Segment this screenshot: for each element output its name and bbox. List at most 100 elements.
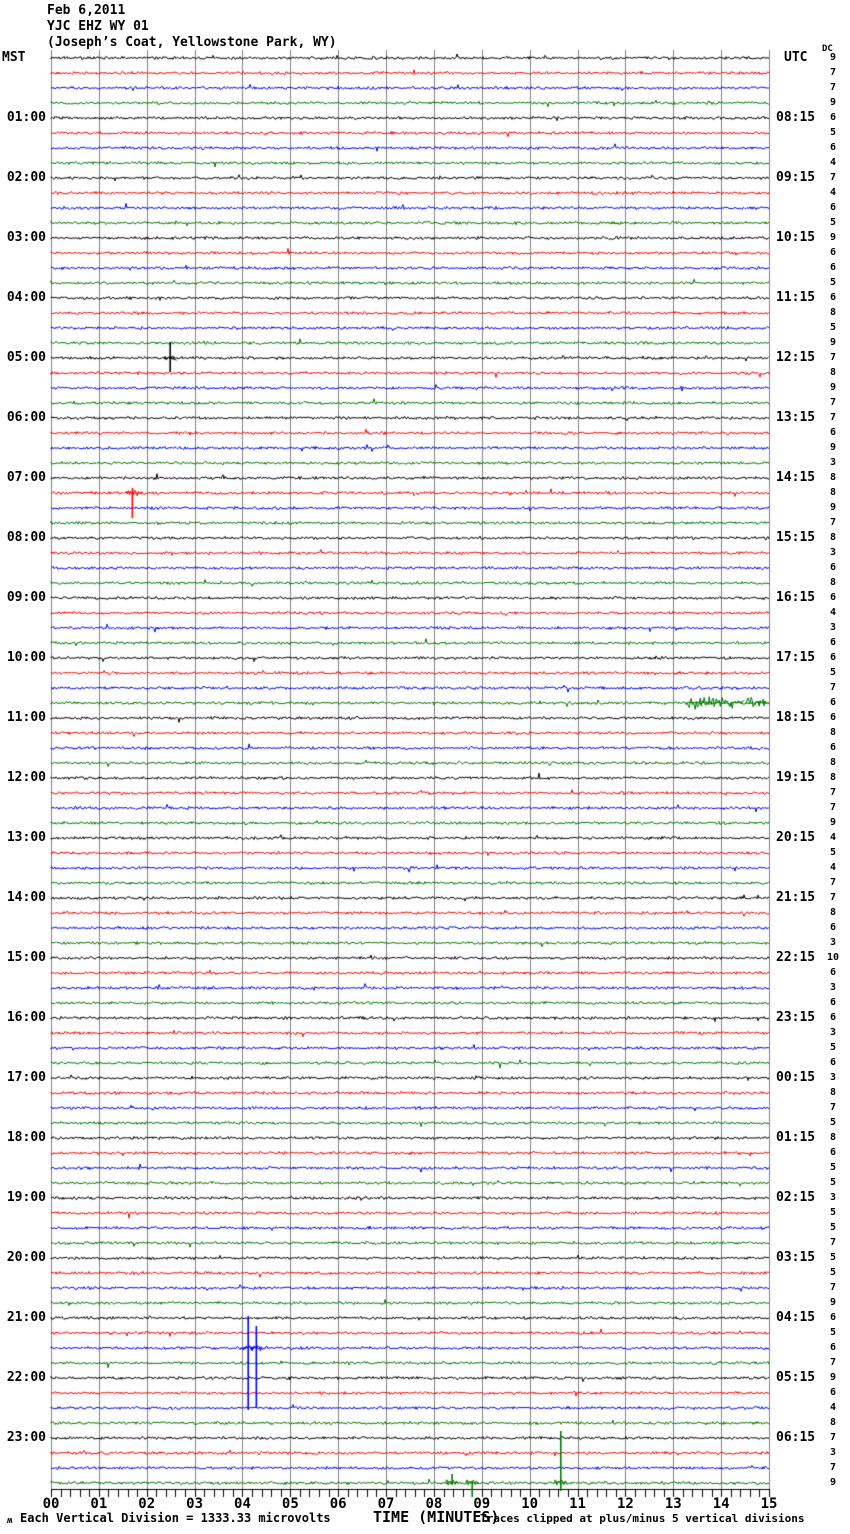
- mst-hour-label: 13:00: [6, 830, 46, 845]
- row-amplitude-digit: 5: [829, 277, 837, 288]
- utc-hour-label: 01:15: [776, 1130, 816, 1145]
- row-amplitude-digit: 9: [829, 817, 837, 828]
- row-amplitude-digit: 8: [829, 727, 837, 738]
- row-amplitude-digit: 5: [829, 1207, 837, 1218]
- row-amplitude-digit: 7: [829, 892, 837, 903]
- mst-hour-label: 15:00: [6, 950, 46, 965]
- row-amplitude-digit: 3: [829, 547, 837, 558]
- row-amplitude-digit: 4: [829, 157, 837, 168]
- mst-hour-label: 02:00: [6, 170, 46, 185]
- mst-hour-label: 20:00: [6, 1250, 46, 1265]
- row-amplitude-digit: 9: [829, 1372, 837, 1383]
- row-amplitude-digit: 7: [829, 172, 837, 183]
- row-amplitude-digit: 3: [829, 982, 837, 993]
- scale-marker-glyph: ʍ: [7, 1516, 13, 1526]
- row-amplitude-digit: 10: [826, 952, 840, 963]
- row-amplitude-digit: 7: [829, 787, 837, 798]
- row-amplitude-digit: 8: [829, 772, 837, 783]
- minute-tick-label: 04: [234, 1496, 251, 1512]
- title-station-location: (Joseph’s Coat, Yellowstone Park, WY): [47, 35, 337, 50]
- row-amplitude-digit: 6: [829, 997, 837, 1008]
- row-amplitude-digit: 7: [829, 67, 837, 78]
- row-amplitude-digit: 7: [829, 1102, 837, 1113]
- row-amplitude-digit: 9: [829, 52, 837, 63]
- utc-hour-label: 03:15: [776, 1250, 816, 1265]
- utc-hour-label: 08:15: [776, 110, 816, 125]
- mst-hour-label: 11:00: [6, 710, 46, 725]
- row-amplitude-digit: 6: [829, 1387, 837, 1398]
- row-amplitude-digit: 6: [829, 142, 837, 153]
- mst-hour-label: 23:00: [6, 1430, 46, 1445]
- row-amplitude-digit: 8: [829, 577, 837, 588]
- minute-tick-label: 02: [138, 1496, 156, 1512]
- minute-tick-label: 00: [42, 1496, 60, 1512]
- title-station-code: YJC EHZ WY 01: [47, 19, 149, 34]
- mst-hour-label: 03:00: [6, 230, 46, 245]
- minute-tick-label: 08: [425, 1496, 443, 1512]
- row-amplitude-digit: 6: [829, 112, 837, 123]
- row-amplitude-digit: 6: [829, 427, 837, 438]
- minute-tick-label: 11: [569, 1496, 586, 1512]
- mst-hour-label: 16:00: [6, 1010, 46, 1025]
- utc-hour-label: 04:15: [776, 1310, 816, 1325]
- utc-hour-label: 21:15: [776, 890, 816, 905]
- mst-hour-label: 07:00: [6, 470, 46, 485]
- row-amplitude-digit: 7: [829, 1432, 837, 1443]
- row-amplitude-digit: 8: [829, 487, 837, 498]
- row-amplitude-digit: 3: [829, 1072, 837, 1083]
- row-amplitude-digit: 6: [829, 1312, 837, 1323]
- row-amplitude-digit: 8: [829, 1087, 837, 1098]
- row-amplitude-digit: 7: [829, 82, 837, 93]
- minute-tick-label: 06: [329, 1496, 347, 1512]
- row-amplitude-digit: 5: [829, 1162, 837, 1173]
- row-amplitude-digit: 7: [829, 802, 837, 813]
- row-amplitude-digit: 3: [829, 1027, 837, 1038]
- row-amplitude-digit: 7: [829, 682, 837, 693]
- row-amplitude-digit: 6: [829, 637, 837, 648]
- utc-hour-label: 14:15: [776, 470, 816, 485]
- row-amplitude-digit: 6: [829, 697, 837, 708]
- row-amplitude-digit: 9: [829, 97, 837, 108]
- row-amplitude-digit: 6: [829, 292, 837, 303]
- row-amplitude-digit: 6: [829, 1012, 837, 1023]
- mst-hour-label: 09:00: [6, 590, 46, 605]
- utc-hour-label: 02:15: [776, 1190, 816, 1205]
- utc-hour-label: 15:15: [776, 530, 816, 545]
- row-amplitude-digit: 4: [829, 607, 837, 618]
- row-amplitude-digit: 8: [829, 307, 837, 318]
- row-amplitude-digit: 6: [829, 712, 837, 723]
- utc-hour-label: 22:15: [776, 950, 816, 965]
- row-amplitude-digit: 5: [829, 1222, 837, 1233]
- mst-hour-label: 05:00: [6, 350, 46, 365]
- row-amplitude-digit: 6: [829, 592, 837, 603]
- row-amplitude-digit: 6: [829, 247, 837, 258]
- utc-hour-label: 11:15: [776, 290, 816, 305]
- row-amplitude-digit: 9: [829, 442, 837, 453]
- mst-hour-label: 08:00: [6, 530, 46, 545]
- left-timezone-header: MST: [2, 50, 26, 65]
- utc-hour-label: 06:15: [776, 1430, 816, 1445]
- right-timezone-header: UTC: [784, 50, 808, 65]
- row-amplitude-digit: 3: [829, 457, 837, 468]
- minute-tick-label: 09: [473, 1496, 491, 1512]
- row-amplitude-digit: 9: [829, 382, 837, 393]
- mst-hour-label: 21:00: [6, 1310, 46, 1325]
- row-amplitude-digit: 5: [829, 217, 837, 228]
- utc-hour-label: 19:15: [776, 770, 816, 785]
- clipping-note: Traces clipped at plus/minus 5 vertical …: [480, 1512, 805, 1525]
- row-amplitude-digit: 5: [829, 322, 837, 333]
- minute-tick-label: 05: [281, 1496, 299, 1512]
- row-amplitude-digit: 6: [829, 652, 837, 663]
- utc-hour-label: 20:15: [776, 830, 816, 845]
- row-amplitude-digit: 7: [829, 517, 837, 528]
- row-amplitude-digit: 5: [829, 1327, 837, 1338]
- row-amplitude-digit: 9: [829, 232, 837, 243]
- minute-tick-label: 15: [760, 1496, 778, 1512]
- utc-hour-label: 18:15: [776, 710, 816, 725]
- minute-tick-label: 10: [521, 1496, 539, 1512]
- mst-hour-label: 19:00: [6, 1190, 46, 1205]
- row-amplitude-digit: 9: [829, 1297, 837, 1308]
- mst-hour-label: 22:00: [6, 1370, 46, 1385]
